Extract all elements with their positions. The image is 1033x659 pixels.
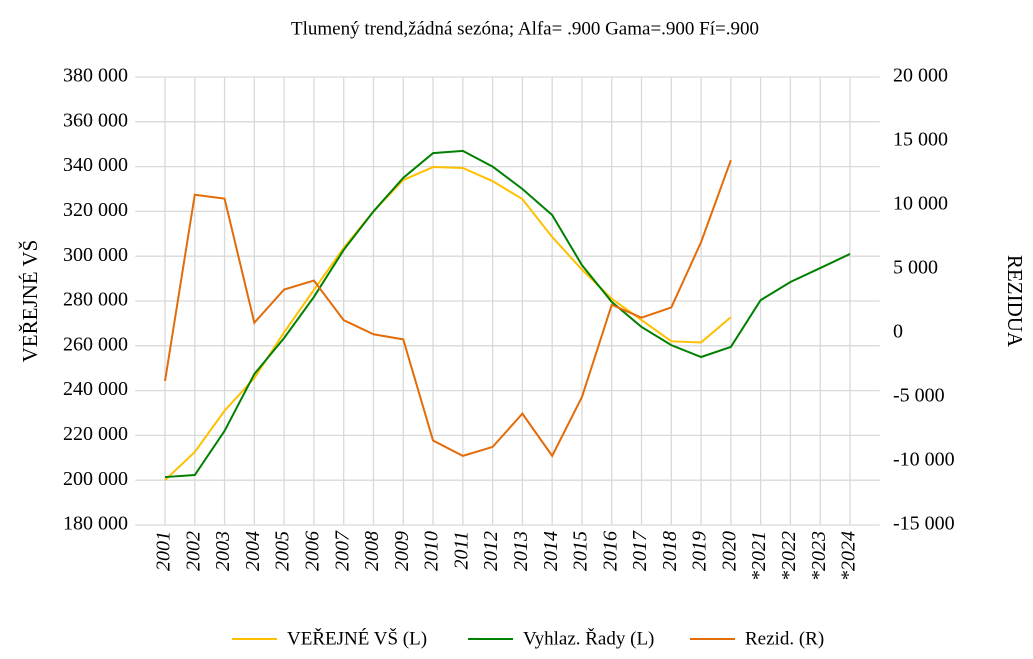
x-tick-label: 2017 <box>629 530 651 571</box>
y-tick-label: 380 000 <box>63 65 128 87</box>
x-tick-label: 2015 <box>570 531 592 571</box>
x-tick-label: 2001 <box>153 531 175 571</box>
y2-axis-title: REZIDUA <box>1003 255 1027 348</box>
y-tick-label: 180 000 <box>63 513 128 535</box>
y2-tick-label: -5 000 <box>893 385 945 407</box>
series-line <box>164 166 732 481</box>
y2-tick-label: -10 000 <box>893 449 955 471</box>
x-tick-label: 2014 <box>540 531 562 571</box>
y-tick-label: 260 000 <box>63 333 128 355</box>
x-tick-label: 2019 <box>689 531 711 571</box>
x-tick-label: 2016 <box>599 531 621 571</box>
y-axis-title: VEŘEJNÉ VŠ <box>18 240 42 363</box>
y-tick-label: 280 000 <box>63 289 128 311</box>
x-tick-label: 2005 <box>272 531 294 571</box>
x-tick-label: 2012 <box>480 531 502 571</box>
y-tick-label: 200 000 <box>63 468 128 490</box>
series-line <box>164 159 732 458</box>
y-tick-label: 340 000 <box>63 154 128 176</box>
legend-label: VEŘEJNÉ VŠ (L) <box>287 627 427 649</box>
y-tick-label: 320 000 <box>63 199 128 221</box>
y2-tick-label: 0 <box>893 321 903 343</box>
y2-tick-label: -15 000 <box>893 513 955 535</box>
y2-tick-label: 10 000 <box>893 193 948 215</box>
y-tick-label: 240 000 <box>63 378 128 400</box>
x-tick-label: 2003 <box>212 531 234 571</box>
x-tick-label: *2021 <box>748 531 770 581</box>
y2-tick-label: 5 000 <box>893 257 938 279</box>
chart-title: Tlumený trend,žádná sezóna; Alfa= .900 G… <box>291 18 759 39</box>
x-tick-label: 2006 <box>302 531 324 571</box>
y2-tick-label: 15 000 <box>893 129 948 151</box>
y-tick-label: 360 000 <box>63 109 128 131</box>
x-tick-label: *2024 <box>838 531 860 581</box>
y-tick-label: 300 000 <box>63 244 128 266</box>
x-tick-label: 2008 <box>361 531 383 571</box>
legend-label: Vyhlaz. Řady (L) <box>523 627 654 649</box>
x-tick-label: 2002 <box>182 531 204 571</box>
x-tick-label: 2013 <box>510 531 532 571</box>
x-tick-label: 2011 <box>450 531 472 570</box>
x-tick-label: 2004 <box>242 531 264 571</box>
legend-label: Rezid. (R) <box>745 628 824 649</box>
x-tick-label: *2023 <box>808 531 830 581</box>
y-tick-label: 220 000 <box>63 423 128 445</box>
x-tick-label: 2018 <box>659 531 681 571</box>
series-line <box>164 149 851 479</box>
x-tick-label: 2020 <box>718 531 740 571</box>
x-tick-label: *2022 <box>778 531 800 581</box>
x-tick-label: 2009 <box>391 531 413 571</box>
y2-tick-label: 20 000 <box>893 65 948 87</box>
x-tick-label: 2010 <box>421 531 443 571</box>
x-tick-label: 2007 <box>331 530 353 571</box>
